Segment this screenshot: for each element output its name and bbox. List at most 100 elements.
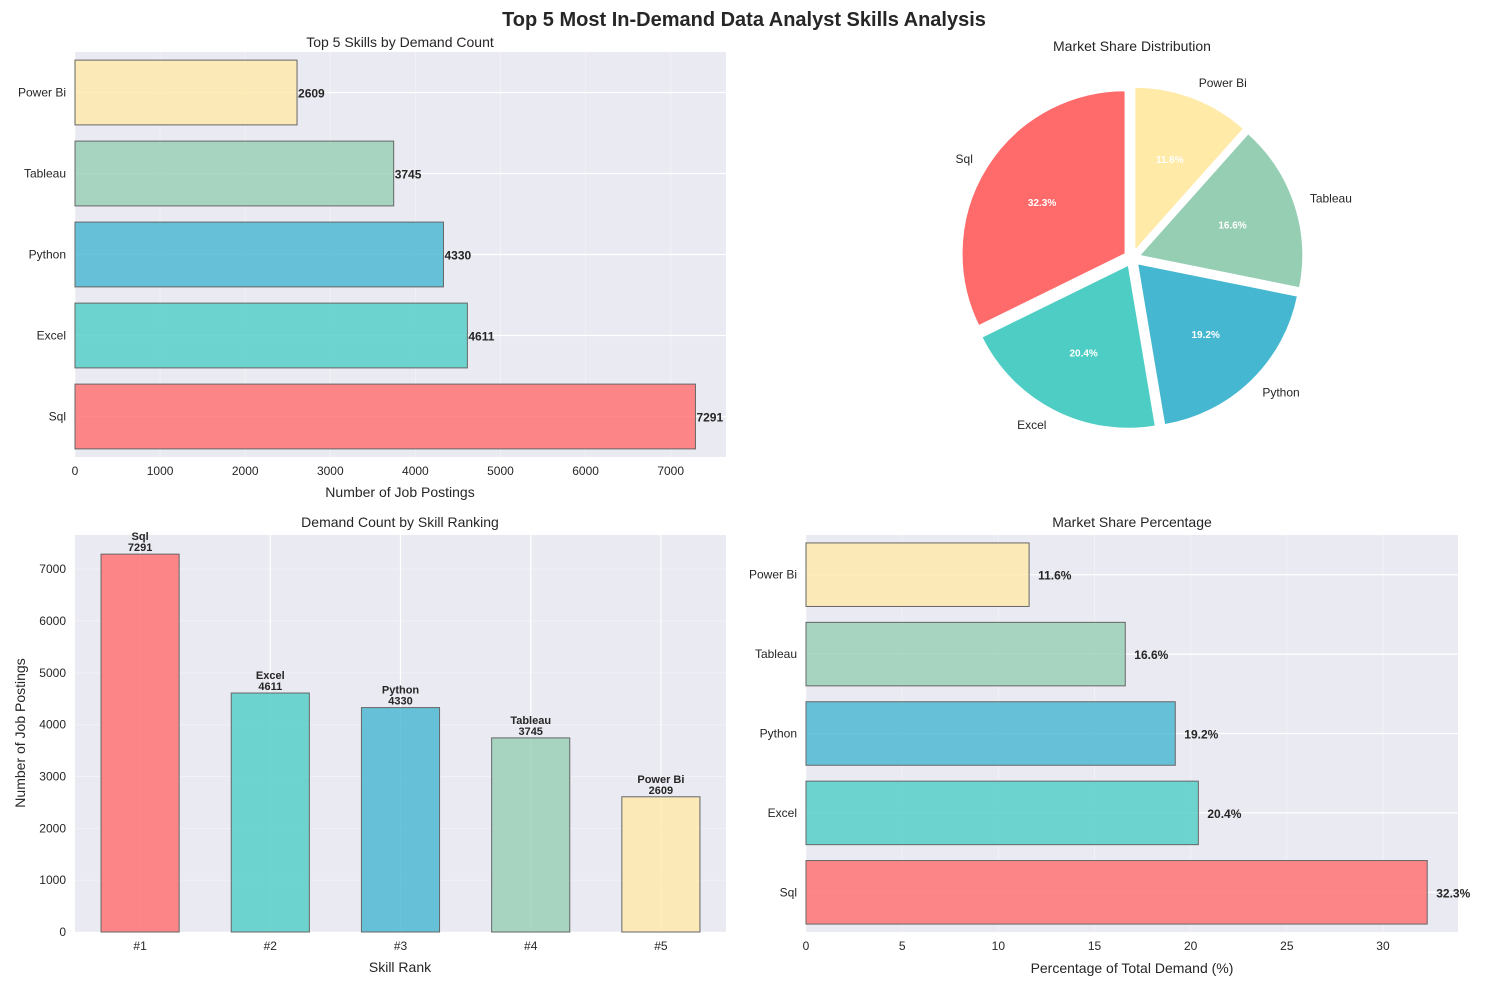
- panel-demand-count-bar-sql: [74, 383, 696, 450]
- panel-market-share-pct-x-tick-label: 10: [992, 939, 1006, 953]
- panel-demand-count-value-label: 7291: [696, 411, 723, 425]
- panel-rank-x-tick-label: #5: [654, 939, 668, 953]
- panel-demand-count-x-tick-label: 0: [72, 464, 79, 478]
- panel-rank-y-tick-label: 4000: [39, 718, 66, 732]
- panel-rank-value-label: 3745: [518, 726, 542, 738]
- panel-market-share-pct-x-tick-label: 0: [803, 939, 810, 953]
- panel-demand-count-x-tick-label: 3000: [317, 464, 344, 478]
- panel-rank-y-tick-label: 2000: [39, 821, 66, 835]
- panel-rank-y-label: Number of Job Postings: [12, 658, 28, 807]
- pie-category-label: Sql: [956, 152, 973, 166]
- panel-market-share-pct-y-tick-label: Python: [760, 727, 797, 741]
- panel-rank-skill-label: Sql: [132, 531, 149, 543]
- panel-demand-count-value-label: 4330: [444, 249, 471, 263]
- panel-market-share-pct-x-tick-label: 15: [1088, 939, 1102, 953]
- panel-market-share-pct-x-tick-label: 25: [1280, 939, 1294, 953]
- pie-category-label: Power Bi: [1199, 76, 1247, 90]
- panel-rank-value-label: 4330: [388, 696, 412, 708]
- pie-category-labels: Sql Excel Python Tableau Power Bi: [956, 76, 1352, 432]
- panel-market-share-pct-value-label: 20.4%: [1207, 807, 1241, 821]
- panel-demand-count-x-tick-label: 6000: [572, 464, 599, 478]
- panel-market-share-pct-value-labels: 32.3% 20.4% 19.2% 16.6% 11.6%: [1038, 569, 1470, 901]
- panel-demand-count-y-tick-label: Power Bi: [18, 86, 66, 100]
- panel-rank-x-tick-label: #4: [524, 939, 538, 953]
- panel-rank-bar-2: [230, 692, 310, 933]
- panel-demand-count-title: Top 5 Skills by Demand Count: [306, 34, 494, 50]
- panel-demand-count-x-ticks: 0 1000 2000 3000 4000 5000 6000 7000: [72, 464, 685, 478]
- panel-rank-x-tick-label: #2: [264, 939, 278, 953]
- panel-demand-count-x-tick-label: 1000: [147, 464, 174, 478]
- panel-market-share-pct-bar-tableau: [805, 621, 1126, 687]
- panel-rank-y-tick-label: 1000: [39, 873, 66, 887]
- panel-demand-count-bar-excel: [74, 302, 468, 369]
- panel-market-share-pct-bar-sql: [805, 860, 1428, 925]
- panel-rank-x-label: Skill Rank: [369, 959, 432, 975]
- panel-rank-y-tick-label: 5000: [39, 666, 66, 680]
- panel-market-share-pct-y-tick-label: Tableau: [755, 647, 797, 661]
- panel-rank-skill-label: Power Bi: [637, 774, 684, 786]
- panel-market-share-pct-value-label: 19.2%: [1184, 728, 1218, 742]
- pie-percent-label: 32.3%: [1028, 198, 1056, 209]
- panel-market-share-pct-y-tick-label: Excel: [768, 806, 797, 820]
- panel-rank-bar-1: [100, 553, 180, 933]
- panel-market-share-pie-title: Market Share Distribution: [1053, 38, 1211, 54]
- panel-demand-count-value-label: 4611: [468, 330, 494, 344]
- panel-market-share-pct-x-ticks: 0 5 10 15 20 25 30: [803, 939, 1390, 953]
- panel-demand-count: 7291 4611 4330 3745 2609 0 1000 2000 3000 4000 50…: [18, 34, 726, 500]
- panel-rank-bars: [100, 553, 701, 933]
- panel-demand-count-x-label: Number of Job Postings: [325, 484, 474, 500]
- pie-slice-power-bi: [1134, 86, 1245, 252]
- panel-market-share-pct-y-ticks: Sql Excel Python Tableau Power Bi: [749, 568, 797, 900]
- panel-demand-count-bars: [74, 59, 696, 450]
- panel-rank-x-tick-label: #3: [394, 939, 408, 953]
- panel-demand-count-bar-power-bi: [74, 59, 298, 126]
- panel-market-share-pct-y-tick-label: Sql: [780, 885, 797, 899]
- panel-demand-count-x-tick-label: 7000: [657, 464, 684, 478]
- pie-category-label: Python: [1262, 386, 1299, 400]
- pie-slice-excel: [981, 264, 1156, 429]
- pie-percent-labels: 32.3% 20.4% 19.2% 16.6% 11.6%: [1028, 155, 1247, 359]
- pie-slices: [961, 86, 1304, 429]
- panel-rank-value-label: 7291: [128, 542, 152, 554]
- panel-market-share-pct-x-tick-label: 5: [899, 939, 906, 953]
- panel-demand-count-y-ticks: Sql Excel Python Tableau Power Bi: [18, 86, 66, 424]
- panel-rank-value-label: 4611: [258, 681, 282, 693]
- pie-category-label: Tableau: [1310, 192, 1352, 206]
- panel-rank-bar-5: [621, 796, 701, 933]
- panel-market-share-pct-x-tick-label: 20: [1184, 939, 1198, 953]
- panel-demand-count-bar-python: [74, 221, 444, 288]
- panel-demand-count-y-tick-label: Python: [29, 248, 66, 262]
- panel-market-share-pct-bar-power-bi: [805, 542, 1030, 607]
- panel-demand-count-value-labels: 7291 4611 4330 3745 2609: [298, 87, 723, 425]
- panel-market-share-pct-value-label: 16.6%: [1134, 648, 1168, 662]
- panel-market-share-pct-bar-python: [805, 701, 1176, 766]
- panel-demand-count-value-label: 3745: [395, 168, 422, 182]
- panel-demand-count-y-tick-label: Tableau: [24, 167, 66, 181]
- pie-percent-label: 19.2%: [1191, 330, 1219, 341]
- panel-rank-title: Demand Count by Skill Ranking: [301, 514, 499, 530]
- figure-title: Top 5 Most In-Demand Data Analyst Skills…: [502, 9, 986, 31]
- panel-market-share-pct: 32.3% 20.4% 19.2% 16.6% 11.6% 0 5 10 15 20 25 30 S…: [749, 514, 1471, 976]
- pie-percent-label: 20.4%: [1069, 348, 1097, 359]
- panel-rank-value-label: 2609: [649, 785, 673, 797]
- panel-rank-y-tick-label: 0: [59, 925, 66, 939]
- panel-market-share-pct-value-label: 32.3%: [1436, 886, 1470, 900]
- panel-market-share-pie: Sql Excel Python Tableau Power Bi 32.3% 20.4%…: [956, 38, 1352, 432]
- panel-market-share-pct-bar-excel: [805, 780, 1199, 846]
- panel-rank-bar-3: [360, 707, 441, 933]
- pie-percent-label: 16.6%: [1218, 221, 1246, 232]
- panel-market-share-pct-x-label: Percentage of Total Demand (%): [1031, 960, 1234, 976]
- panel-rank-y-ticks: 0 1000 2000 3000 4000 5000 6000 7000: [39, 562, 66, 939]
- panel-rank-bar-4: [491, 737, 571, 933]
- panel-rank-skill-label: Python: [382, 685, 420, 697]
- panel-demand-count-value-label: 2609: [298, 87, 325, 101]
- pie-slice-tableau: [1138, 133, 1304, 289]
- panel-rank-skill-label: Tableau: [510, 715, 551, 727]
- panel-demand-count-y-tick-label: Sql: [49, 410, 66, 424]
- panel-market-share-pct-y-tick-label: Power Bi: [749, 568, 797, 582]
- pie-slice-sql: [961, 90, 1126, 327]
- panel-demand-count-x-tick-label: 4000: [402, 464, 429, 478]
